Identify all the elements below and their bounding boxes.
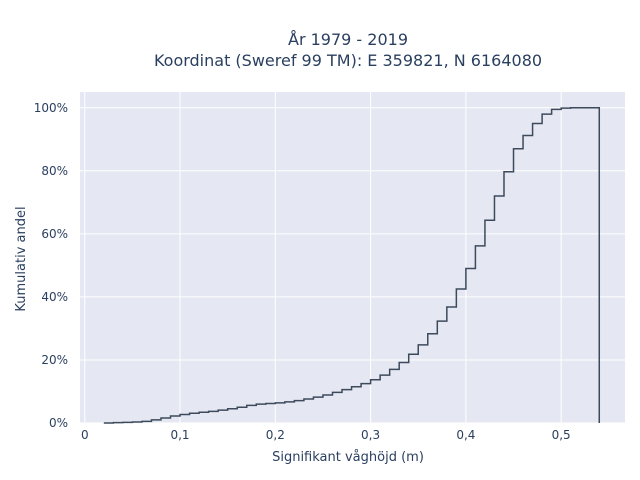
y-tick-label: 60% xyxy=(41,227,68,241)
y-tick-label: 80% xyxy=(41,164,68,178)
series-layer xyxy=(103,107,601,424)
x-tick-label: 0,2 xyxy=(266,428,285,442)
chart-title-line2: Koordinat (Sweref 99 TM): E 359821, N 61… xyxy=(154,51,542,70)
x-tick-label: 0,4 xyxy=(456,428,475,442)
grid-lines xyxy=(80,92,625,424)
y-tick-label: 40% xyxy=(41,290,68,304)
x-tick-label: 0,3 xyxy=(361,428,380,442)
x-tick-label: 0,1 xyxy=(170,428,189,442)
tick-labels: 0 0,1 0,2 0,3 0,4 0,5 0% 20% 40% 60% 80% 100% xyxy=(34,101,571,442)
y-tick-label: 20% xyxy=(41,353,68,367)
y-tick-label: 100% xyxy=(34,101,68,115)
cumulative-step-line xyxy=(103,107,601,424)
x-tick-label: 0,5 xyxy=(552,428,571,442)
x-tick-label: 0 xyxy=(81,428,89,442)
y-axis-label: Kumulativ andel xyxy=(14,206,29,311)
y-tick-label: 0% xyxy=(49,416,68,430)
plot-area xyxy=(80,92,625,423)
x-axis-label: Signifikant våghöjd (m) xyxy=(272,450,424,465)
chart-title-line1: År 1979 - 2019 xyxy=(288,30,408,49)
